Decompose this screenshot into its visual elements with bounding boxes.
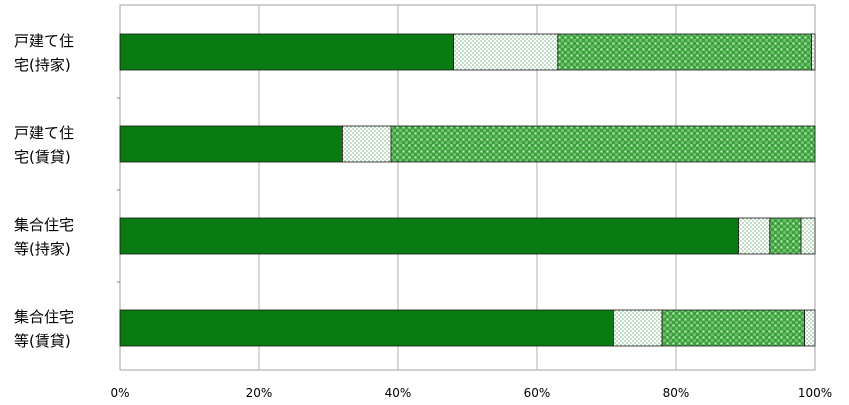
bar-segment <box>738 217 771 255</box>
bars <box>119 33 816 347</box>
bar-segment <box>119 309 614 347</box>
category-label: 集合住宅 <box>14 216 74 234</box>
bar-segment <box>661 309 805 347</box>
bar-segment <box>804 309 816 347</box>
bar-segment <box>453 33 559 71</box>
x-tick-label: 80% <box>663 386 690 400</box>
x-tick-label: 100% <box>798 386 832 400</box>
category-label: 等(賃貸) <box>14 332 71 350</box>
bar-segment <box>557 33 812 71</box>
category-label: 宅(賃貸) <box>14 148 71 166</box>
bar-segment <box>769 217 802 255</box>
x-tick-label: 0% <box>110 386 129 400</box>
bar-segment <box>119 33 455 71</box>
bar-segment <box>800 217 816 255</box>
bar-segment <box>811 33 816 71</box>
category-label: 集合住宅 <box>14 308 74 326</box>
x-tick-label: 60% <box>524 386 551 400</box>
x-tick-labels: 0% 20% 40% 60% 80% 100% <box>110 386 832 400</box>
category-label: 等(持家) <box>14 240 71 258</box>
bar-segment <box>119 125 343 163</box>
bar-segment <box>390 125 816 163</box>
bar-segment <box>341 125 392 163</box>
bar-segment <box>119 217 739 255</box>
bar-segment <box>613 309 663 347</box>
category-label: 戸建て住 <box>14 32 74 50</box>
category-label: 宅(持家) <box>14 56 71 74</box>
x-tick-label: 40% <box>385 386 412 400</box>
category-label: 戸建て住 <box>14 124 74 142</box>
x-tick-label: 20% <box>246 386 273 400</box>
